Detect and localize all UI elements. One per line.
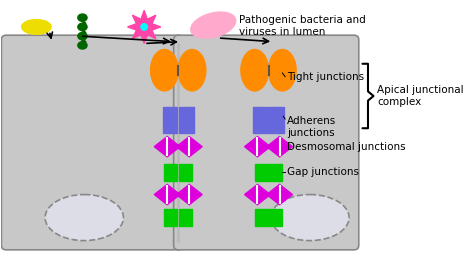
Polygon shape xyxy=(176,137,202,157)
Polygon shape xyxy=(245,184,270,205)
Ellipse shape xyxy=(78,23,87,31)
Ellipse shape xyxy=(78,32,87,40)
Ellipse shape xyxy=(151,50,178,91)
Polygon shape xyxy=(176,184,202,205)
Polygon shape xyxy=(267,137,292,157)
Text: Tight junctions: Tight junctions xyxy=(287,72,364,82)
Text: Gap junctions: Gap junctions xyxy=(287,167,359,177)
FancyBboxPatch shape xyxy=(1,35,183,250)
Bar xyxy=(255,209,268,226)
Ellipse shape xyxy=(191,12,236,38)
Ellipse shape xyxy=(78,14,87,21)
Bar xyxy=(179,209,192,226)
Polygon shape xyxy=(155,137,180,157)
Bar xyxy=(269,107,284,133)
Text: Pathogenic bacteria and
viruses in lumen: Pathogenic bacteria and viruses in lumen xyxy=(239,15,366,36)
Ellipse shape xyxy=(271,195,349,241)
Polygon shape xyxy=(267,184,292,205)
Polygon shape xyxy=(155,184,180,205)
Bar xyxy=(164,164,177,181)
Polygon shape xyxy=(128,10,161,43)
Bar xyxy=(255,164,268,181)
Ellipse shape xyxy=(141,24,147,30)
Text: Adherens
junctions: Adherens junctions xyxy=(287,116,336,138)
Ellipse shape xyxy=(78,42,87,49)
Bar xyxy=(269,209,283,226)
Ellipse shape xyxy=(241,50,268,91)
Bar xyxy=(253,107,268,133)
Ellipse shape xyxy=(45,195,123,241)
Bar xyxy=(269,164,283,181)
Bar xyxy=(179,164,192,181)
Text: Apical junctional
complex: Apical junctional complex xyxy=(377,85,464,107)
FancyBboxPatch shape xyxy=(173,35,359,250)
Bar xyxy=(164,209,177,226)
Bar xyxy=(163,107,177,133)
Ellipse shape xyxy=(178,50,206,91)
Ellipse shape xyxy=(22,20,51,34)
Polygon shape xyxy=(245,137,270,157)
Bar xyxy=(179,107,194,133)
Text: Desmosomal junctions: Desmosomal junctions xyxy=(287,142,406,152)
Ellipse shape xyxy=(268,50,296,91)
